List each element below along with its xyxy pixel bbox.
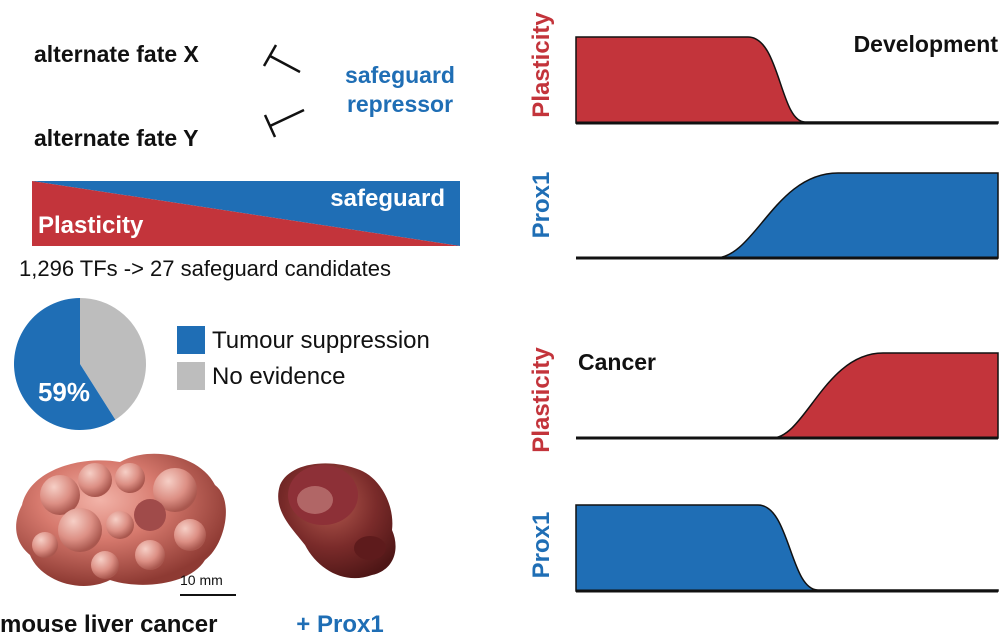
panel-1-axis-label: Plasticity bbox=[528, 12, 555, 118]
evidence-pie-chart bbox=[14, 298, 147, 430]
pie-slice-no-evidence bbox=[80, 298, 147, 420]
panel-4-axis-label: Prox1 bbox=[528, 512, 555, 579]
legend-label-no-evidence: No evidence bbox=[212, 363, 345, 390]
alternate-fate-x-label: alternate fate X bbox=[34, 41, 200, 67]
development-label: Development bbox=[854, 31, 999, 57]
safeguard-repressor-line2: repressor bbox=[347, 91, 453, 117]
wedge-plasticity-label: Plasticity bbox=[38, 212, 144, 239]
panel-4-prox1-cancer-curve bbox=[575, 504, 999, 593]
inhibition-arrow-to-x bbox=[262, 44, 301, 74]
legend-swatch-no-evidence bbox=[177, 362, 205, 390]
legend-swatch-tumour-suppression bbox=[177, 326, 205, 354]
legend-label-tumour-suppression: Tumour suppression bbox=[212, 327, 430, 354]
wedge-red-region bbox=[32, 181, 460, 246]
pie-slice-tumour-suppression bbox=[14, 298, 116, 430]
inhibition-arrow-to-y bbox=[263, 108, 305, 138]
wedge-safeguard-label: safeguard bbox=[330, 185, 445, 212]
photo-caption-mouse-liver-cancer: mouse liver cancer bbox=[0, 611, 217, 635]
panel-1-plasticity-development-curve bbox=[575, 36, 999, 125]
alternate-fate-y-label: alternate fate Y bbox=[34, 125, 198, 151]
panel-2-axis-label: Prox1 bbox=[528, 172, 555, 239]
panel-3-axis-label: Plasticity bbox=[528, 347, 555, 453]
scale-bar-label: 10 mm bbox=[180, 572, 223, 588]
pie-percent-label: 59% bbox=[38, 377, 90, 407]
tf-candidates-text: 1,296 TFs -> 27 safeguard candidates bbox=[19, 256, 391, 281]
plasticity-safeguard-wedge bbox=[32, 181, 460, 246]
photo-caption-prox1: + Prox1 bbox=[296, 611, 383, 635]
safeguard-repressor-line1: safeguard bbox=[345, 62, 455, 88]
panel-2-prox1-development-curve bbox=[576, 172, 999, 260]
cancer-label: Cancer bbox=[578, 349, 656, 375]
panel-3-plasticity-cancer-curve bbox=[576, 352, 999, 440]
prox1-liver-photo bbox=[278, 463, 396, 579]
mouse-liver-cancer-photo bbox=[16, 453, 226, 586]
